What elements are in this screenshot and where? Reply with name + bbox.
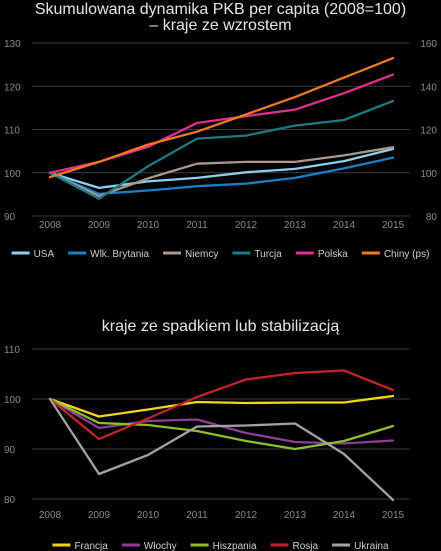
x-tick-label: 2013 <box>284 510 307 521</box>
x-tick-label: 2009 <box>88 220 111 231</box>
legend-label-usa: USA <box>34 249 55 260</box>
y-tick-label: 100 <box>4 395 21 406</box>
chart-title-top-line2: – kraje ze wzrostem <box>149 17 292 34</box>
y-tick-label: 110 <box>4 126 20 137</box>
y-tick-label: 120 <box>4 82 21 93</box>
legend-label-wlk-brytania: Wlk. Brytania <box>90 249 149 260</box>
x-tick-label: 2013 <box>284 220 307 231</box>
y-tick-label: 80 <box>4 495 16 506</box>
x-tick-label: 2010 <box>137 220 160 231</box>
x-tick-label: 2015 <box>382 510 405 521</box>
legend: Francja Włochy Hiszpania Rosja Ukraina <box>52 541 389 551</box>
series-line-turcja <box>48 99 395 200</box>
y-tick-label: 100 <box>4 169 21 180</box>
x-tick-label: 2014 <box>333 510 356 521</box>
legend-label-niemcy: Niemcy <box>185 249 218 260</box>
y-tick-label: 90 <box>4 212 16 223</box>
legend-label-polska: Polska <box>318 249 348 260</box>
legend-label-chiny-ps: Chiny (ps) <box>384 249 430 260</box>
x-tick-label: 2008 <box>39 220 62 231</box>
series-line-hiszpania <box>48 397 395 451</box>
series-line-chiny-ps <box>48 56 395 179</box>
x-tick-label: 2008 <box>39 510 62 521</box>
legend-label-rosja: Rosja <box>293 541 319 551</box>
y-tick-label: 90 <box>4 445 16 456</box>
y2-tick-label: 80 <box>426 212 438 223</box>
legend-label-turcja: Turcja <box>254 249 282 260</box>
x-tick-label: 2012 <box>235 510 258 521</box>
legend-label-francja: Francja <box>74 541 108 551</box>
y2-tick-label: 140 <box>420 82 437 93</box>
chart-title-top-line1: Skumulowana dynamika PKB per capita (200… <box>34 1 407 18</box>
y-tick-label: 110 <box>4 345 20 356</box>
x-tick-label: 2011 <box>186 510 208 521</box>
series-line-usa <box>48 147 395 190</box>
x-tick-label: 2015 <box>382 220 405 231</box>
y2-tick-label: 100 <box>420 169 437 180</box>
x-tick-label: 2009 <box>88 510 111 521</box>
series-line-francja <box>48 394 395 418</box>
x-tick-label: 2011 <box>186 220 208 231</box>
chart-title-bottom: kraje ze spadkiem lub stabilizacją <box>101 318 340 335</box>
y2-tick-label: 120 <box>420 126 437 137</box>
series-line-rosja <box>48 369 395 441</box>
x-tick-label: 2010 <box>137 510 160 521</box>
x-tick-label: 2012 <box>235 220 258 231</box>
x-tick-label: 2014 <box>333 220 356 231</box>
legend: USA Wlk. Brytania Niemcy Turcja Polska Chiny … <box>11 249 430 260</box>
y2-tick-label: 160 <box>420 39 437 50</box>
series-line-niemcy <box>48 146 395 198</box>
legend-label-hiszpania: Hiszpania <box>213 541 257 551</box>
legend-label-w-ochy: Włochy <box>144 541 177 551</box>
y-tick-label: 130 <box>4 39 21 50</box>
series-line-ukraina <box>48 397 395 502</box>
legend-label-ukraina: Ukraina <box>354 541 389 551</box>
